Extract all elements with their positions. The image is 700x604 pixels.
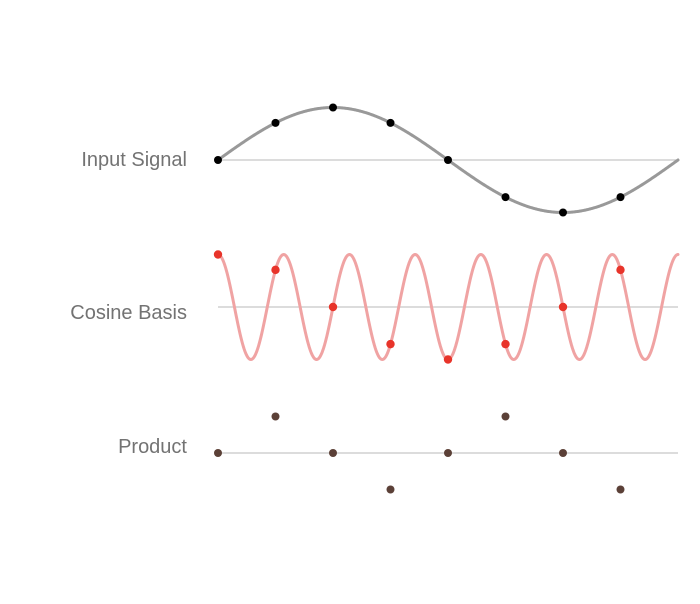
basis-sample-point (443, 355, 453, 364)
basis-sample-point (271, 265, 280, 275)
input-sample-point (386, 118, 395, 127)
cosine-basis-label: Cosine Basis (70, 302, 187, 324)
product-label: Product (118, 436, 187, 458)
product-sample-point (501, 412, 510, 421)
input-sample-point (271, 118, 280, 127)
product-sample-point (616, 485, 625, 494)
product-sample-point (271, 412, 280, 421)
basis-sample-point (328, 302, 338, 312)
input-signal-label: Input Signal (81, 149, 187, 171)
input-sample-point (329, 103, 337, 112)
input-sample-point (444, 156, 452, 164)
product-sample-point (559, 449, 567, 457)
plot-area (213, 103, 680, 494)
basis-sample-point (386, 339, 395, 349)
input-sample-point (559, 208, 567, 217)
basis-sample-point (213, 250, 223, 259)
product-sample-point (329, 449, 337, 457)
product-sample-point (214, 449, 222, 457)
basis-sample-point (558, 302, 568, 312)
basis-sample-point (501, 339, 510, 349)
product-sample-point (444, 449, 452, 457)
input-sample-point (501, 193, 510, 202)
input-sample-point (214, 156, 222, 164)
basis-sample-point (616, 265, 625, 275)
product-sample-point (386, 485, 395, 494)
input-sample-point (616, 193, 625, 202)
